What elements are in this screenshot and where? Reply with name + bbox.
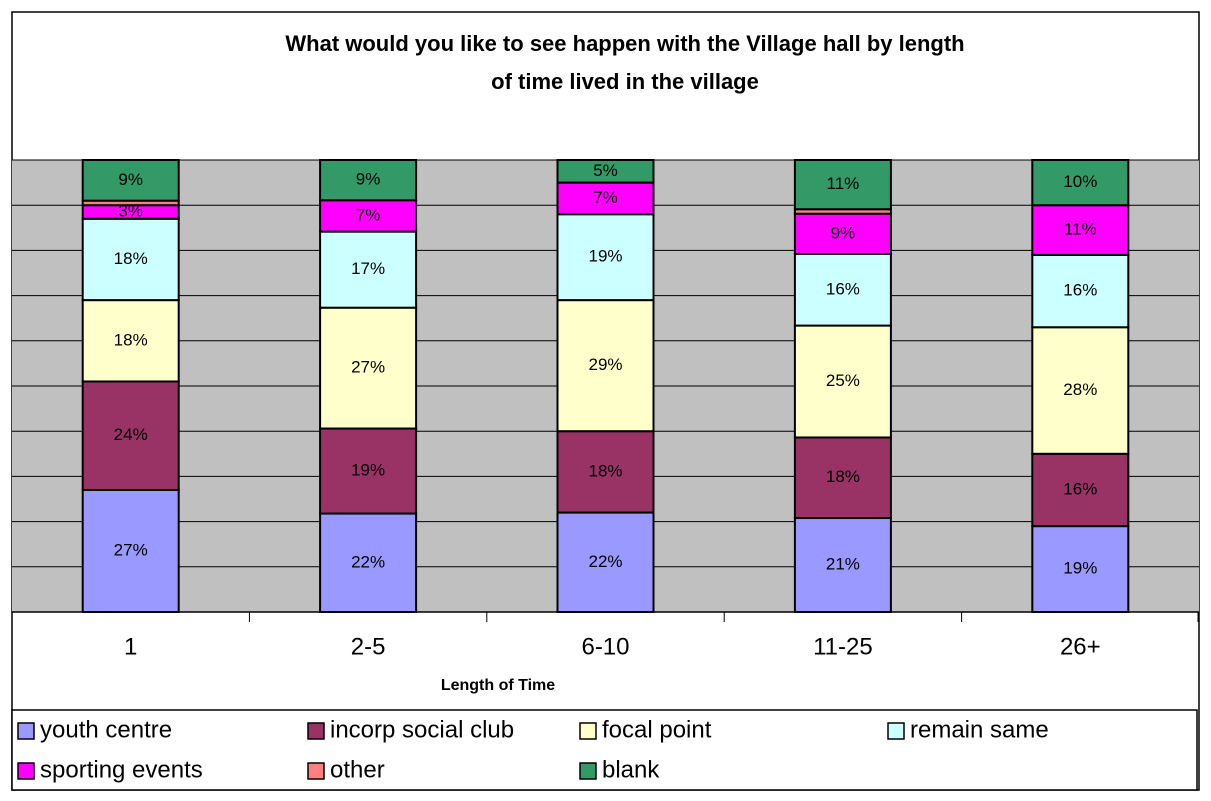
data-label: 27% [351, 358, 385, 377]
data-label: 22% [351, 552, 385, 571]
x-axis-title: Length of Time [441, 677, 555, 694]
legend-swatch [887, 722, 905, 740]
legend-swatch [579, 762, 597, 780]
bar-segment [81, 159, 180, 202]
bar-segment [1031, 452, 1130, 528]
data-label: 9% [356, 170, 381, 189]
data-label: 11% [827, 174, 860, 193]
bar-segment [556, 430, 655, 514]
x-tick-label: 1 [124, 633, 137, 660]
bar-segment [793, 252, 892, 327]
bar-segment [793, 159, 892, 211]
bar-segment [793, 212, 892, 255]
legend-swatch [17, 722, 35, 740]
legend-label: other [330, 756, 385, 783]
data-label: 18% [114, 249, 148, 268]
legend-swatch [17, 762, 35, 780]
data-label: 9% [118, 170, 143, 189]
data-label: 18% [588, 461, 622, 480]
x-tick-label: 2-5 [351, 633, 386, 660]
bar-segment [1031, 159, 1130, 207]
x-tick-label: 11-25 [813, 633, 873, 660]
bar-segment [556, 213, 655, 302]
data-label: 5% [593, 161, 618, 180]
data-label: 21% [826, 554, 860, 573]
data-label: 19% [1063, 559, 1097, 578]
x-tick-label: 26+ [1060, 633, 1101, 660]
data-label: 17% [351, 259, 385, 278]
bar-segment [793, 517, 892, 613]
data-label: 29% [588, 355, 622, 374]
legend-label: youth centre [40, 716, 172, 743]
data-label: 7% [593, 188, 618, 207]
data-label: 19% [588, 247, 622, 266]
bar-segment [1031, 253, 1130, 329]
bar-segment [556, 159, 655, 184]
bar-segment [319, 159, 418, 202]
legend-swatch [307, 762, 325, 780]
data-label: 24% [114, 425, 148, 444]
data-label: 16% [1063, 479, 1097, 498]
data-label: 28% [1063, 380, 1097, 399]
bar-segment [81, 217, 180, 302]
bar-segment [81, 488, 180, 613]
data-label: 16% [1063, 281, 1097, 300]
data-label: 22% [588, 552, 622, 571]
legend-swatch [579, 722, 597, 740]
legend-label: blank [602, 756, 660, 783]
bar-segment [319, 306, 418, 430]
data-label: 3% [118, 201, 143, 220]
data-label: 25% [826, 371, 860, 390]
data-label: 18% [114, 330, 148, 349]
bar-segment [319, 427, 418, 515]
legend-label: incorp social club [330, 716, 514, 743]
legend-box [11, 709, 1198, 791]
bar-segment [793, 324, 892, 439]
data-label: 19% [351, 461, 385, 480]
bar-segment [556, 299, 655, 433]
data-label: 18% [826, 467, 860, 486]
legend-label: remain same [910, 716, 1049, 743]
chart-title: What would you like to see happen with t… [285, 31, 964, 94]
data-label: 9% [831, 223, 856, 242]
legend-swatch [307, 722, 325, 740]
legend-label: focal point [602, 716, 712, 743]
data-label: 27% [114, 540, 148, 559]
bar-segment [793, 436, 892, 520]
legend-label: sporting events [40, 756, 203, 783]
data-label: 7% [356, 205, 381, 224]
bar-segment [1031, 204, 1130, 256]
data-label: 16% [826, 279, 860, 298]
data-label: 10% [1063, 172, 1097, 191]
data-label: 11% [1064, 220, 1097, 239]
bar-segment [319, 512, 418, 613]
x-tick-label: 6-10 [581, 633, 629, 660]
